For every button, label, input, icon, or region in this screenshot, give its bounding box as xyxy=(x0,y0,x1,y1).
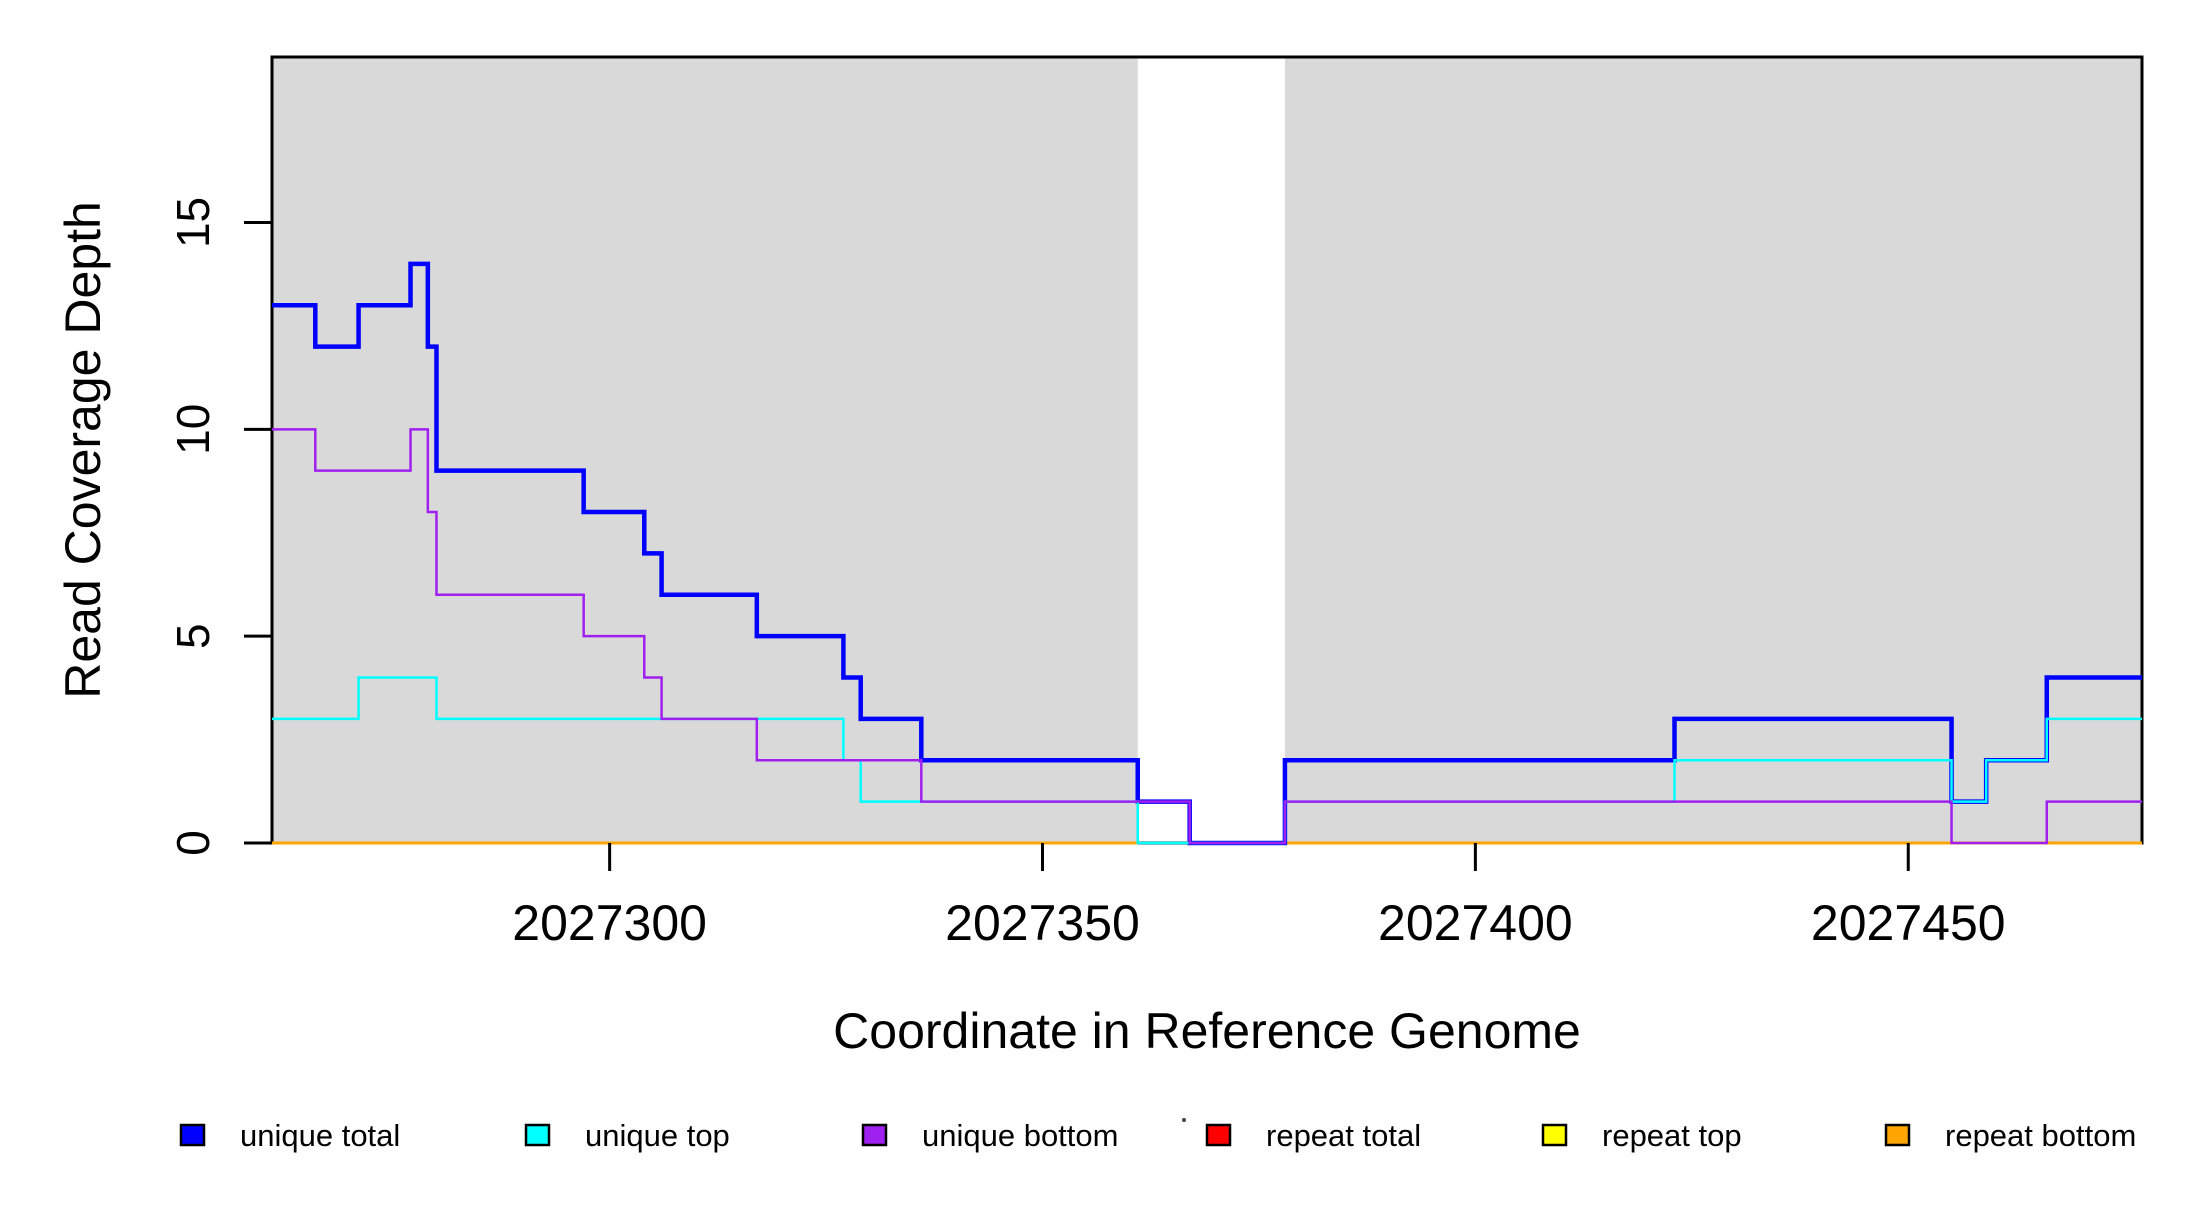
shaded-region-1 xyxy=(272,57,1138,843)
shaded-regions-layer xyxy=(272,57,2142,843)
axes-layer: 2027300 2027350 2027400 2027450 0 5 10 15 xyxy=(167,197,2006,951)
legend-label-repeat-total: repeat total xyxy=(1266,1118,1421,1153)
y-axis-title: Read Coverage Depth xyxy=(55,201,111,699)
y-tick-label: 0 xyxy=(167,830,219,856)
series-unique-total xyxy=(272,261,2142,846)
legend-label-unique-total: unique total xyxy=(240,1118,400,1153)
series-unique-bottom xyxy=(272,428,2142,845)
series-layer xyxy=(272,261,2142,846)
y-tick-label: 15 xyxy=(167,197,219,248)
legend-swatch-repeat-total xyxy=(1205,1123,1232,1147)
x-axis-title: Coordinate in Reference Genome xyxy=(833,1003,1581,1059)
x-tick-label: 2027300 xyxy=(512,895,707,951)
stray-dot-icon xyxy=(1182,1118,1186,1122)
x-tick-label: 2027350 xyxy=(945,895,1140,951)
legend-label-unique-top: unique top xyxy=(585,1118,730,1153)
legend-swatch-unique-bottom xyxy=(861,1123,888,1147)
shaded-region-2 xyxy=(1284,57,2142,843)
legend-swatch-repeat-bottom xyxy=(1884,1123,1911,1147)
legend-swatch-unique-top xyxy=(524,1123,551,1147)
legend-swatch-unique-total xyxy=(179,1123,206,1147)
legend-label-repeat-bottom: repeat bottom xyxy=(1945,1118,2136,1153)
y-tick-label: 5 xyxy=(167,623,219,649)
legend-label-unique-bottom: unique bottom xyxy=(922,1118,1118,1153)
x-tick-label: 2027450 xyxy=(1811,895,2006,951)
legend-label-repeat-top: repeat top xyxy=(1602,1118,1742,1153)
legend-swatch-repeat-top xyxy=(1541,1123,1568,1147)
legend: unique total unique top unique bottom repea… xyxy=(179,1118,2136,1153)
y-tick-label: 10 xyxy=(167,404,219,455)
x-tick-label: 2027400 xyxy=(1378,895,1573,951)
